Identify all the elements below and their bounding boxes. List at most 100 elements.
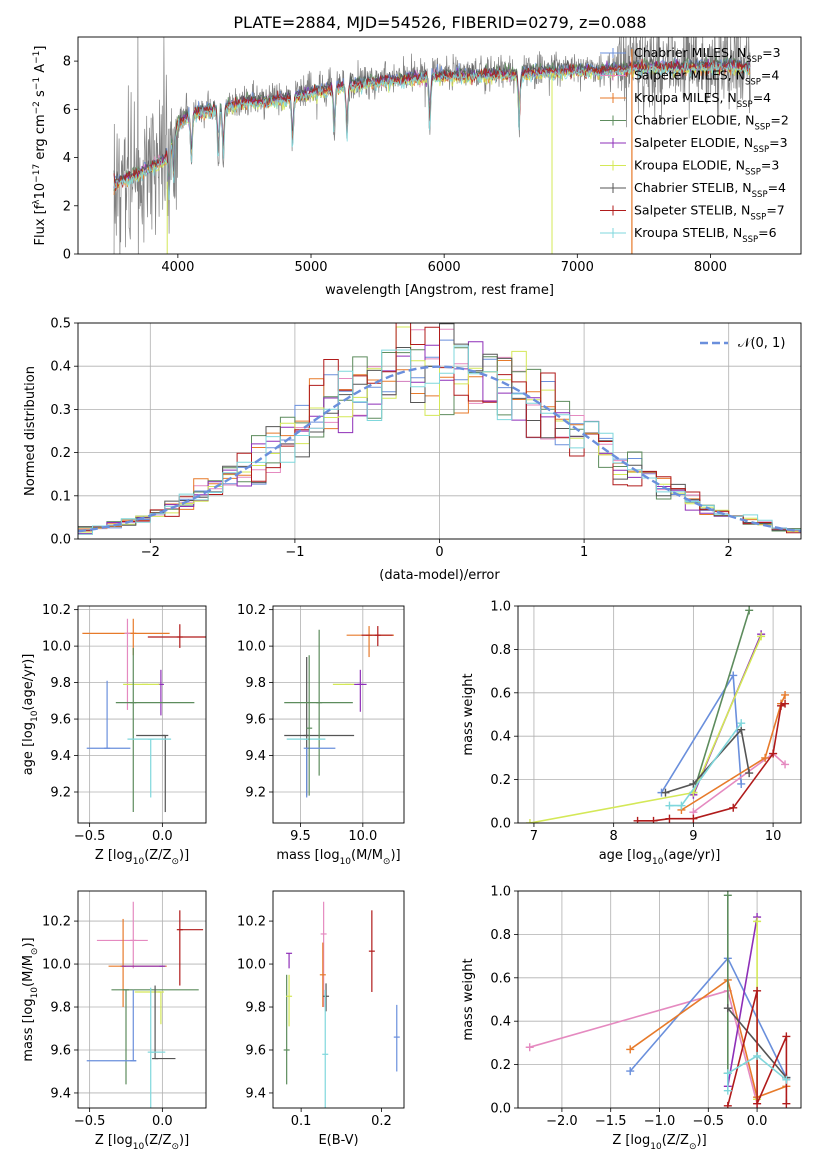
tick-layer: −0.5 0.0 9.4 9.6 9.8 10.0 10.2 — [42, 915, 173, 1129]
plot-area — [86, 901, 204, 1108]
axes-age-vs-Z: −0.5 0.09.29.49.69.810.010.2Z [log10(Z/Z⊙… — [21, 603, 207, 867]
y-tick-label: 0.5 — [50, 317, 71, 332]
weight-marker — [781, 760, 790, 769]
y-axis-label: age [log10(age/yr)] — [21, 654, 40, 776]
x-tick-label: −1.0 — [644, 1114, 676, 1129]
legend-label-part: =2 — [770, 113, 788, 128]
legend-label-part: Chabrier MILES, N — [634, 45, 746, 60]
y-axis-label-part: Flux [f — [33, 204, 48, 245]
y-tick-label: 10.2 — [237, 603, 266, 618]
y-tick-label: 9.4 — [50, 749, 71, 764]
y-tick-label: 10.0 — [42, 958, 71, 973]
weight-series-4 — [727, 916, 758, 1087]
weight-marker — [782, 1099, 791, 1108]
legend-label: Kroupa MILES, NSSP=4 — [634, 90, 771, 110]
y-axis-label: Normed distribution — [23, 366, 38, 496]
x-tick-label: 0.2 — [371, 1114, 392, 1129]
axes-age-vs-mass: 9.5 10.0 9.2 9.4 9.6 9.8 10.0 10.2 mass [log10(M… — [237, 603, 405, 867]
weight-marker — [723, 1004, 732, 1013]
x-axis-label-part: 10 — [133, 857, 145, 867]
weight-marker — [665, 801, 674, 810]
axes-frame — [272, 890, 405, 1109]
weight-marker — [745, 606, 754, 615]
x-axis-label-part: Z [log — [612, 1133, 650, 1148]
tick-layer: −0.5 0.0 9.2 9.4 9.6 9.8 10.0 10.2 — [42, 603, 173, 844]
legend-label-part: =3 — [769, 135, 787, 150]
x-tick-label: −2.0 — [546, 1114, 578, 1129]
x-axis-label: (data-model)/error — [379, 568, 500, 583]
weight-marker — [782, 1032, 791, 1041]
legend-label-part: SSP — [742, 235, 758, 245]
y-axis-label-part: mass [log — [21, 998, 36, 1061]
y-tick-label: 0.2 — [50, 446, 71, 461]
x-tick-label: 10.0 — [348, 829, 377, 844]
weight-marker — [753, 986, 762, 995]
plot-area — [284, 626, 395, 798]
weight-series-8 — [727, 1054, 787, 1091]
x-axis-label-part: ⊙ — [383, 857, 391, 867]
y-tick-label: 9.2 — [245, 786, 266, 801]
legend-label: Chabrier ELODIE, NSSP=2 — [634, 113, 789, 133]
y-tick-label: 0.4 — [490, 1015, 511, 1030]
weight-marker — [729, 803, 738, 812]
legend-label-part: Chabrier STELIB, N — [634, 180, 752, 195]
weight-marker — [781, 699, 790, 708]
y-tick-label: 10.2 — [237, 915, 266, 930]
legend-label-part: SSP — [745, 78, 761, 88]
x-tick-label: 0 — [435, 545, 443, 560]
plot-area — [525, 891, 791, 1108]
weight-series-7 — [727, 990, 788, 1106]
legend-label: Salpeter ELODIE, NSSP=3 — [634, 135, 788, 155]
legend-label-part: Kroupa MILES, N — [634, 90, 737, 105]
axes-frame — [77, 605, 207, 824]
legend-label-part: SSP — [750, 213, 766, 223]
axes-frame — [77, 36, 802, 255]
x-axis-label-part: )] — [697, 1133, 707, 1148]
x-axis-label-part: 10 — [340, 857, 352, 867]
y-tick-label: 9.8 — [50, 1001, 71, 1016]
y-axis-label-part: 10 — [33, 183, 48, 200]
x-tick-label: 0.0 — [152, 829, 173, 844]
x-axis-label-part: ⊙ — [171, 1142, 179, 1152]
y-tick-label: 4 — [63, 151, 71, 166]
weight-marker — [745, 769, 754, 778]
y-tick-label: 10.2 — [42, 915, 71, 930]
y-tick-label: 9.6 — [50, 1043, 71, 1058]
plot-area — [525, 606, 790, 823]
axes-frame — [77, 890, 207, 1109]
y-axis-label-part: λ — [32, 199, 42, 205]
weight-series-2 — [680, 694, 786, 811]
legend-label-part: SSP — [746, 55, 762, 65]
x-tick-label: 5000 — [294, 260, 327, 275]
axes-frame — [77, 322, 802, 540]
x-tick-label: −1 — [285, 545, 304, 560]
x-tick-label: 7000 — [561, 260, 594, 275]
y-axis-label-part: −2 — [32, 101, 42, 114]
plot-area — [82, 618, 206, 813]
weight-marker — [689, 779, 698, 788]
weight-series-2 — [629, 978, 787, 1099]
legend-label-part: =7 — [766, 203, 784, 218]
y-tick-label: 9.8 — [50, 676, 71, 691]
tick-layer: −2.0 −1.5 −1.0 −0.5 0.0 0.0 0.2 0.4 0.6 0.8 1.0 — [490, 885, 767, 1130]
weight-marker — [729, 671, 738, 680]
figure-title: PLATE=2884, MJD=54526, FIBERID=0279, z=0… — [233, 13, 646, 32]
axes-spectrum: 4000 5000 6000 7000 8000 0 2 4 6 8 wavelength [Ang… — [32, 36, 802, 298]
weight-marker — [737, 719, 746, 728]
x-tick-label: 10 — [765, 829, 782, 844]
weight-marker — [665, 814, 674, 823]
y-tick-label: 0.4 — [490, 730, 511, 745]
x-tick-label: −2 — [141, 545, 160, 560]
y-tick-label: 0.2 — [490, 1058, 511, 1073]
y-axis-label-part: 10 — [30, 710, 40, 722]
tick-layer: 4000 5000 6000 7000 8000 0 2 4 6 8 — [63, 55, 727, 275]
x-axis-label: Z [log10(Z/Z⊙)] — [612, 1133, 706, 1152]
tick-layer: 0.1 0.2 9.4 9.6 9.8 10.0 10.2 — [237, 915, 392, 1129]
legend-label-part: =4 — [753, 90, 771, 105]
y-axis-label-part: s — [33, 90, 48, 101]
x-tick-label: 9 — [689, 829, 697, 844]
weight-marker — [661, 788, 670, 797]
x-tick-label: 0.1 — [291, 1114, 312, 1129]
